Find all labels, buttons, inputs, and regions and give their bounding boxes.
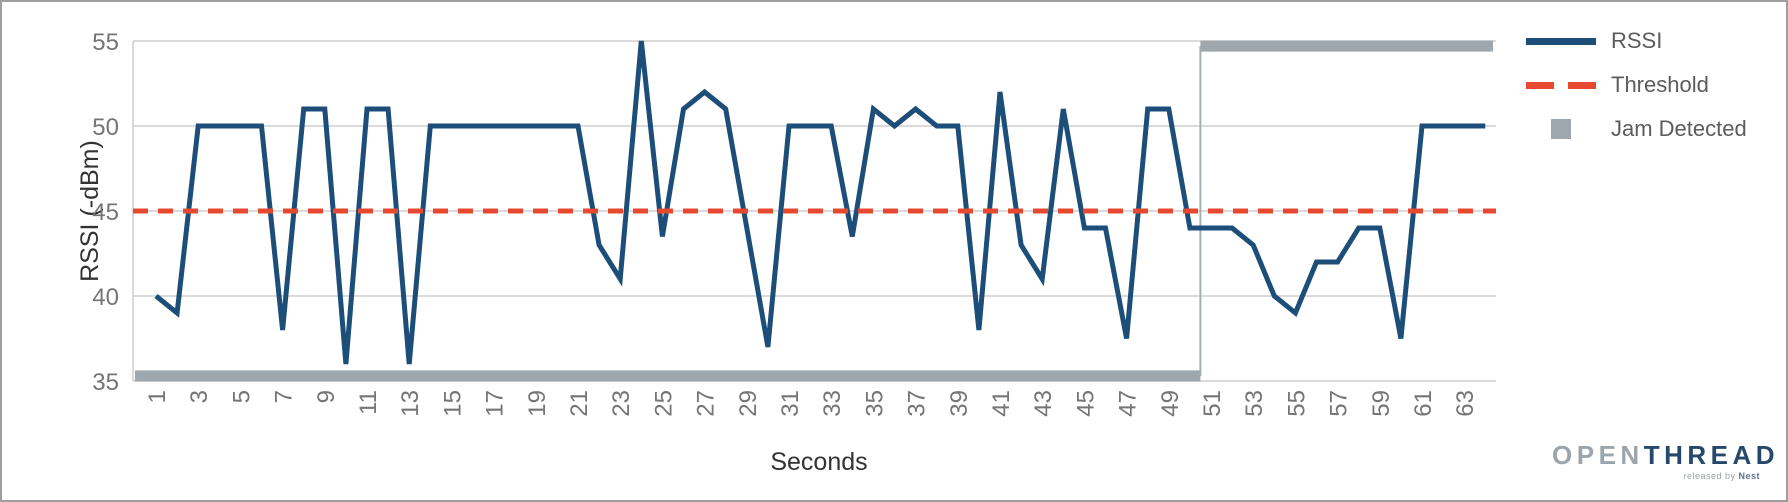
x-tick-label-21: 21 [566, 390, 593, 417]
x-tick-label-55: 55 [1283, 390, 1310, 417]
x-tick-label-3: 3 [186, 390, 213, 403]
x-tick-label-17: 17 [482, 390, 509, 417]
y-tick-label-55: 55 [92, 29, 119, 56]
rssi-line-series [154, 40, 1486, 365]
x-tick-label-59: 59 [1368, 390, 1395, 417]
x-tick-label-57: 57 [1326, 390, 1353, 417]
y-tick-label-35: 35 [92, 369, 119, 396]
x-tick-label-39: 39 [946, 390, 973, 417]
x-tick-label-43: 43 [1030, 390, 1057, 417]
jam-square-swatch-icon [1526, 114, 1596, 144]
legend-item-rssi: RSSI [1526, 26, 1747, 56]
x-tick-label-35: 35 [861, 390, 888, 417]
x-tick-label-41: 41 [988, 390, 1015, 417]
legend-item-threshold: Threshold [1526, 70, 1747, 100]
logo-tagline-brand: Nest [1738, 471, 1760, 481]
x-tick-label-19: 19 [524, 390, 551, 417]
x-tick-label-15: 15 [439, 390, 466, 417]
y-axis-title: RSSI (-dBm) [76, 140, 104, 282]
legend-label-jam-detected: Jam Detected [1611, 116, 1747, 141]
y-tick-label-40: 40 [92, 284, 119, 311]
x-tick-label-37: 37 [904, 390, 931, 417]
x-tick-label-49: 49 [1157, 390, 1184, 417]
x-tick-label-63: 63 [1452, 390, 1479, 417]
x-tick-label-25: 25 [650, 390, 677, 417]
x-tick-label-23: 23 [608, 390, 635, 417]
x-tick-label-61: 61 [1410, 390, 1437, 417]
chart-legend: RSSI Threshold Jam Detected [1526, 26, 1747, 144]
openthread-wordmark: OPENTHREAD [1552, 440, 1775, 470]
logo-thread-text: THREAD [1643, 440, 1780, 470]
x-axis-title: Seconds [770, 448, 867, 476]
x-tick-label-1: 1 [144, 390, 171, 403]
legend-item-jam-detected: Jam Detected [1526, 114, 1747, 144]
legend-label-rssi: RSSI [1611, 28, 1663, 53]
legend-label-threshold: Threshold [1611, 72, 1709, 97]
rssi-line-swatch-icon [1526, 26, 1596, 56]
x-tick-label-13: 13 [397, 390, 424, 417]
threshold-dashed-swatch-icon [1526, 70, 1596, 100]
y-tick-label-50: 50 [92, 114, 119, 141]
x-tick-label-27: 27 [693, 390, 720, 417]
x-tick-label-7: 7 [271, 390, 298, 403]
x-tick-label-45: 45 [1072, 390, 1099, 417]
x-tick-label-53: 53 [1241, 390, 1268, 417]
x-tick-label-47: 47 [1115, 390, 1142, 417]
logo-open-text: OPEN [1552, 440, 1644, 470]
x-tick-label-11: 11 [355, 390, 382, 415]
x-tick-label-5: 5 [228, 390, 255, 403]
y-tick-label-45: 45 [92, 199, 119, 226]
x-tick-label-51: 51 [1199, 390, 1226, 417]
x-tick-label-29: 29 [735, 390, 762, 417]
logo-tagline-prefix: released by [1683, 471, 1739, 481]
x-tick-label-33: 33 [819, 390, 846, 417]
logo-tagline: released by Nest [1552, 471, 1760, 481]
openthread-logo: OPENTHREAD released by Nest [1552, 440, 1775, 481]
x-tick-label-31: 31 [777, 390, 804, 417]
x-tick-label-9: 9 [313, 390, 340, 403]
